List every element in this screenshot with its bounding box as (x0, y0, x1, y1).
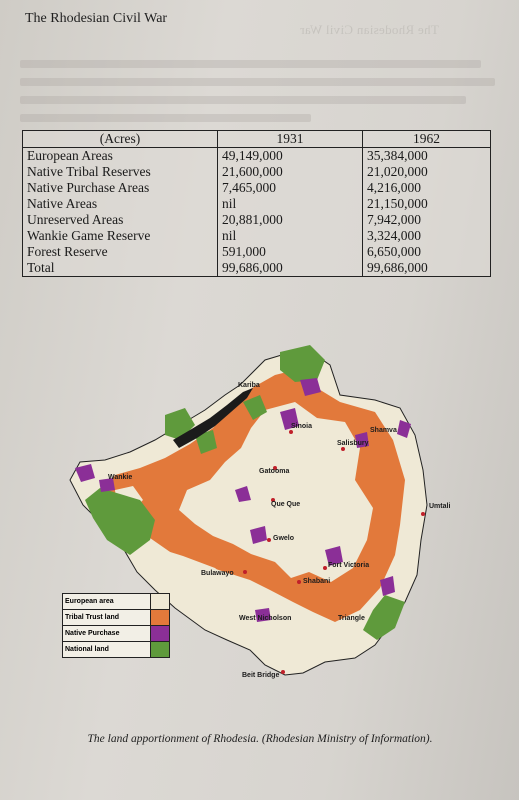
place-label-gatooma: Gatooma (259, 468, 290, 475)
table-row-total: Total 99,686,000 99,686,000 (22, 260, 491, 277)
native-purchase (75, 464, 95, 482)
row-label: Wankie Game Reserve (22, 228, 218, 244)
value-1931: 20,881,000 (217, 212, 363, 228)
table-row: Native Tribal Reserves 21,600,000 21,020… (22, 164, 491, 180)
row-label: Native Areas (22, 196, 218, 212)
row-label: Unreserved Areas (22, 212, 218, 228)
city-dot-fort-victoria (323, 566, 327, 570)
legend-label: National land (65, 646, 109, 653)
bleed-through-text: The Rhodesian Civil War (300, 22, 439, 37)
value-1931: 591,000 (217, 244, 363, 260)
lake-kariba (173, 388, 253, 448)
place-label-bulawayo: Bulawayo (201, 570, 234, 577)
value-1962: 4,216,000 (362, 180, 491, 196)
table-row: Unreserved Areas 20,881,000 7,942,000 (22, 212, 491, 228)
value-1931: nil (217, 196, 363, 212)
city-dot-que-que (271, 498, 275, 502)
value-1962: 21,150,000 (362, 196, 491, 212)
bleed-through-lines (20, 60, 505, 132)
city-dot-gwelo (267, 538, 271, 542)
native-purchase (280, 408, 299, 430)
value-1962: 6,650,000 (362, 244, 491, 260)
city-dot-sinoia (289, 430, 293, 434)
row-label: Native Tribal Reserves (22, 164, 218, 180)
row-label: Native Purchase Areas (22, 180, 218, 196)
table-row: Forest Reserve 591,000 6,650,000 (22, 244, 491, 260)
city-dot-umtali (421, 512, 425, 516)
place-label-que-que: Que Que (271, 501, 301, 508)
place-label-shamva: Shamva (370, 427, 397, 434)
national-land (195, 430, 217, 454)
legend-swatch-purchase (150, 626, 169, 641)
place-label-umtali: Umtali (429, 503, 451, 510)
row-label: Total (22, 260, 218, 277)
city-dot-gatooma (273, 466, 277, 470)
national-land (280, 345, 325, 382)
value-1931: 99,686,000 (217, 260, 363, 277)
place-label-sinoia: Sinoia (291, 423, 313, 430)
native-purchase (397, 420, 411, 438)
legend-swatch-european (150, 594, 169, 609)
legend-label: Native Purchase (65, 630, 120, 637)
map-legend: European area Tribal Trust land Native P… (62, 593, 170, 658)
legend-item: Native Purchase (63, 626, 169, 642)
national-land (243, 395, 267, 420)
place-label-triangle: Triangle (338, 615, 365, 622)
native-purchase (99, 478, 115, 492)
table-row: European Areas 49,149,000 35,384,000 (22, 147, 491, 164)
table-row: Wankie Game Reserve nil 3,324,000 (22, 228, 491, 244)
legend-label: Tribal Trust land (65, 614, 120, 621)
native-purchase (235, 486, 251, 502)
value-1931: nil (217, 228, 363, 244)
native-purchase (380, 576, 395, 596)
value-1962: 7,942,000 (362, 212, 491, 228)
table-row: Native Areas nil 21,150,000 (22, 196, 491, 212)
legend-label: European area (65, 598, 114, 605)
value-1931: 21,600,000 (217, 164, 363, 180)
legend-item: Tribal Trust land (63, 610, 169, 626)
land-apportionment-table: (Acres) 1931 1962 European Areas 49,149,… (22, 130, 491, 277)
city-dot-shabani (297, 580, 301, 584)
native-purchase (355, 432, 369, 448)
value-1931: 7,465,000 (217, 180, 363, 196)
place-label-shabani: Shabani (303, 578, 331, 585)
value-1962: 35,384,000 (362, 147, 491, 164)
place-label-beit-bridge: Beit Bridge (242, 672, 280, 679)
running-head: The Rhodesian Civil War (25, 11, 168, 26)
value-1931: 49,149,000 (217, 147, 363, 164)
legend-item: European area (63, 594, 169, 610)
place-label-fort-victoria: Fort Victoria (328, 562, 370, 569)
value-1962: 3,324,000 (362, 228, 491, 244)
row-label: Forest Reserve (22, 244, 218, 260)
value-1962: 21,020,000 (362, 164, 491, 180)
native-purchase (300, 378, 321, 396)
header-acres: (Acres) (22, 130, 218, 148)
figure-caption: The land apportionment of Rhodesia. (Rho… (87, 733, 433, 745)
native-purchase (255, 608, 271, 622)
place-label-kariba: Kariba (238, 382, 260, 389)
header-1962: 1962 (362, 130, 491, 148)
place-label-salisbury: Salisbury (337, 440, 369, 447)
place-label-gwelo: Gwelo (273, 535, 295, 542)
city-dot-bulawayo (243, 570, 247, 574)
place-label-west-nicholson: West Nicholson (239, 615, 292, 622)
national-land (85, 488, 155, 555)
native-purchase (325, 546, 343, 566)
table-row: Native Purchase Areas 7,465,000 4,216,00… (22, 180, 491, 196)
national-land (363, 595, 405, 640)
european-area (179, 402, 373, 582)
header-1931: 1931 (217, 130, 363, 148)
legend-item: National land (63, 642, 169, 657)
city-dot-salisbury (341, 447, 345, 451)
row-label: European Areas (22, 147, 218, 164)
city-dot-beit-bridge (281, 670, 285, 674)
native-purchase (250, 526, 267, 544)
place-label-wankie: Wankie (108, 474, 133, 481)
legend-swatch-national (150, 642, 169, 657)
table-header-row: (Acres) 1931 1962 (22, 130, 491, 148)
european-area (141, 546, 335, 662)
legend-swatch-tribal (150, 610, 169, 625)
value-1962: 99,686,000 (362, 260, 491, 277)
